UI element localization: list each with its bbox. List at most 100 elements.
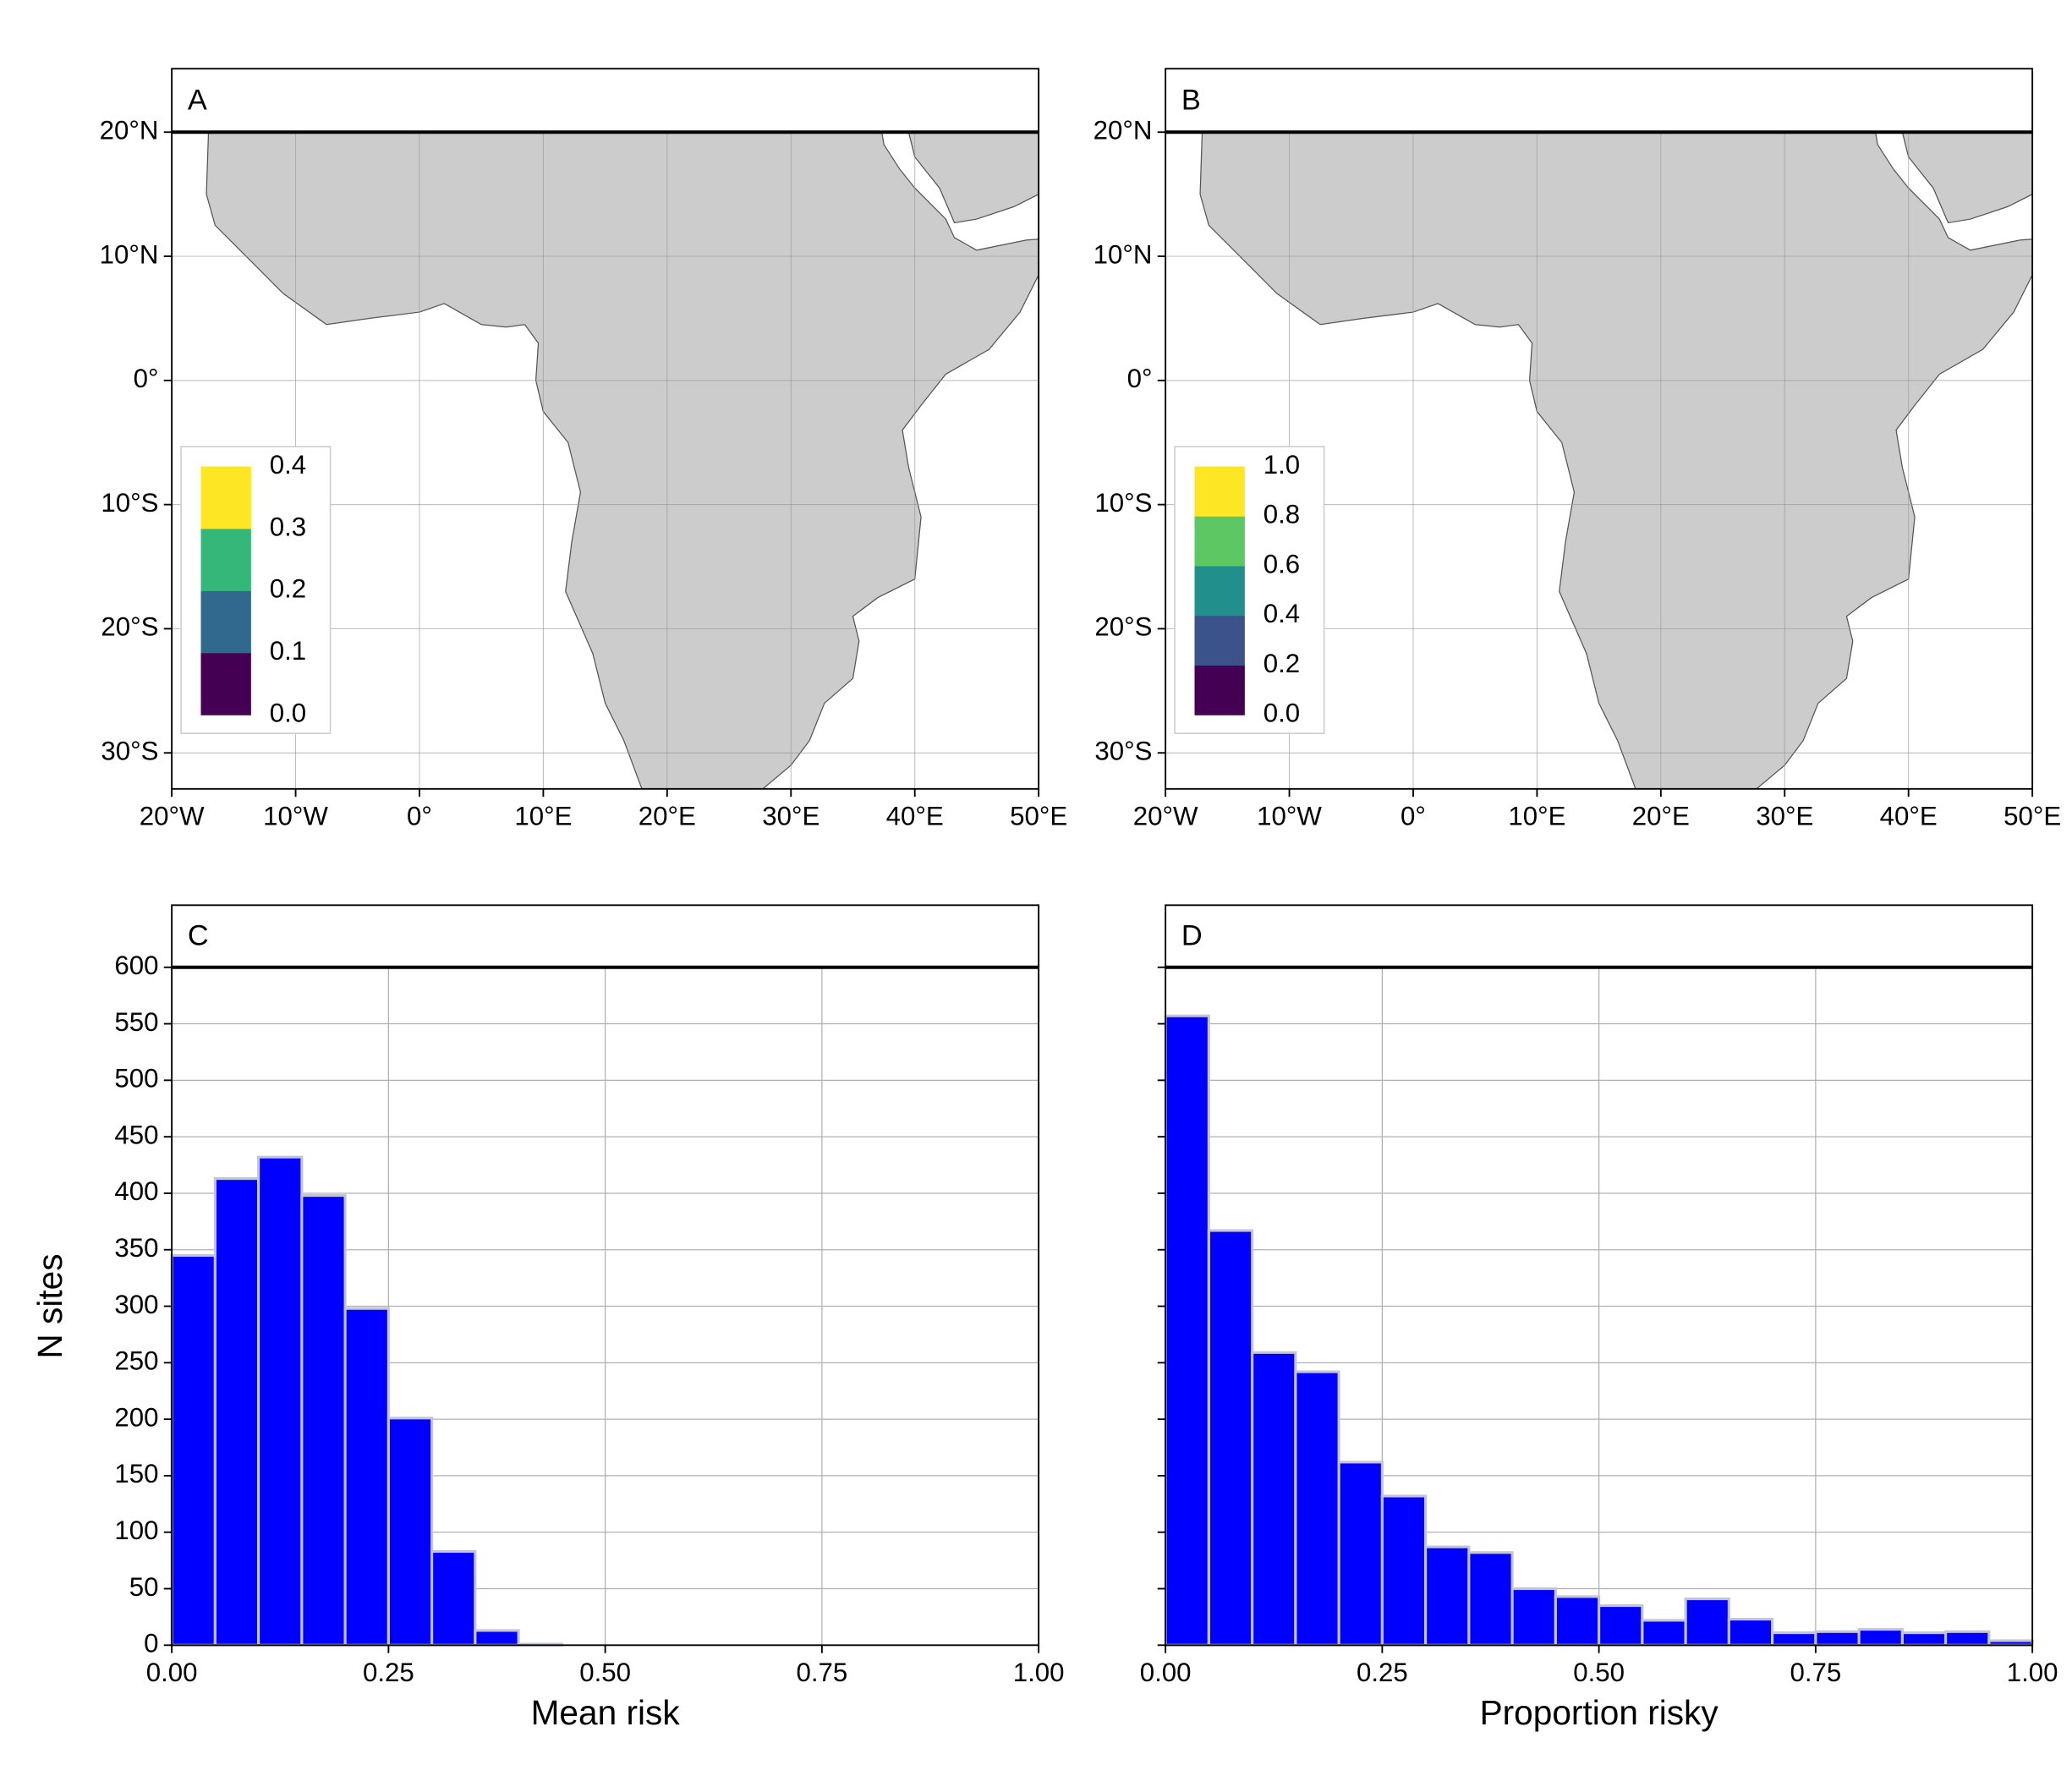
x-tick-label: 50°E (2003, 801, 2061, 830)
legend-key (200, 466, 251, 529)
bar (1251, 1351, 1297, 1647)
legend-key (1194, 516, 1245, 567)
legend-label: 0.0 (1263, 699, 1300, 728)
y-tick-label: 500 (114, 1064, 158, 1094)
bar (170, 1253, 217, 1647)
x-tick-label: 30°E (762, 801, 819, 830)
map-layer (1165, 132, 2033, 789)
bar (1944, 1630, 1991, 1647)
bar (1727, 1618, 1774, 1647)
legend-label: 0.4 (270, 450, 306, 480)
x-tick-label: 0° (1401, 801, 1426, 830)
x-tick-label: 10°W (1257, 801, 1322, 830)
y-tick-label: 400 (114, 1176, 158, 1206)
bar (1771, 1631, 1817, 1647)
y-axis-title: N sites (30, 1253, 69, 1358)
bar (386, 1417, 434, 1647)
y-tick-label: 20°N (1094, 116, 1153, 145)
y-tick-label: 0 (144, 1629, 158, 1658)
legend-label: 0.2 (270, 574, 306, 604)
y-tick-label: 100 (114, 1516, 158, 1545)
y-tick-label: 450 (114, 1120, 158, 1149)
legend-label: 0.2 (1263, 649, 1300, 678)
legend-label: 0.0 (270, 699, 306, 728)
bar (1684, 1597, 1730, 1647)
bar (1207, 1229, 1254, 1647)
x-tick-label: 20°W (140, 801, 205, 830)
legend-key (1194, 665, 1245, 715)
x-tick-label: 50°E (1010, 801, 1067, 830)
bar (1554, 1595, 1601, 1647)
legend-key (200, 529, 251, 591)
y-tick-label: 200 (114, 1402, 158, 1432)
strip (1165, 68, 2034, 134)
bar (1164, 1014, 1210, 1647)
y-tick-label: 0° (134, 364, 159, 393)
x-tick-label: 0.75 (1790, 1658, 1841, 1687)
bar (1467, 1551, 1514, 1647)
legend-label: 0.6 (1263, 549, 1300, 578)
bar (1857, 1628, 1904, 1647)
x-tick-label: 1.00 (2007, 1658, 2058, 1687)
y-tick-label: 10°N (100, 239, 159, 269)
panel-label: B (1181, 84, 1201, 116)
x-tick-label: 0.50 (579, 1658, 631, 1687)
y-tick-label: 10°N (1094, 239, 1153, 269)
panel-label: A (188, 84, 207, 116)
x-tick-label: 30°E (1756, 801, 1813, 830)
y-tick-label: 250 (114, 1346, 158, 1376)
land (1901, 132, 2033, 224)
x-tick-label: 0.25 (363, 1658, 414, 1687)
y-tick-label: 20°N (100, 116, 159, 145)
y-tick-label: 600 (114, 951, 158, 980)
bar (257, 1155, 304, 1647)
legend-label: 1.0 (1263, 450, 1300, 480)
x-tick-label: 1.00 (1013, 1658, 1065, 1687)
y-tick-label: 20°S (101, 612, 158, 642)
strip (1165, 904, 2034, 968)
bar (1598, 1603, 1644, 1647)
x-tick-label: 20°E (639, 801, 696, 830)
bar (1380, 1494, 1428, 1647)
x-tick-label: 0.50 (1573, 1658, 1625, 1687)
y-tick-label: 550 (114, 1007, 158, 1037)
y-tick-label: 350 (114, 1233, 158, 1263)
legend-label: 0.8 (1263, 500, 1300, 529)
x-tick-label: 20°W (1133, 801, 1198, 830)
legend-key (200, 590, 251, 654)
x-tick-label: 10°W (263, 801, 328, 830)
bar (1294, 1370, 1340, 1647)
legend-label: 0.3 (270, 512, 306, 541)
y-tick-label: 300 (114, 1290, 158, 1319)
bar (474, 1629, 520, 1647)
legend-label: 0.1 (270, 636, 306, 666)
x-tick-label: 40°E (1880, 801, 1938, 830)
bar (430, 1549, 477, 1647)
bar (213, 1177, 260, 1647)
bar (1510, 1587, 1557, 1647)
x-tick-label: 0.00 (1140, 1658, 1192, 1687)
legend-key (1194, 466, 1245, 517)
y-tick-label: 10°S (101, 488, 158, 518)
bar (1900, 1631, 1948, 1647)
legend-key (200, 652, 251, 715)
x-tick-label: 10°E (1508, 801, 1565, 830)
panel-label: D (1181, 920, 1203, 952)
x-axis-title: Mean risk (531, 1693, 681, 1732)
land (1199, 132, 2033, 789)
x-tick-label: 0.00 (146, 1658, 198, 1687)
legend-label: 0.4 (1263, 599, 1300, 628)
bar (1814, 1630, 1861, 1647)
strip (171, 904, 1040, 968)
x-axis-title: Proportion risky (1480, 1693, 1719, 1732)
bar (300, 1194, 347, 1647)
y-tick-label: 30°S (1094, 736, 1152, 765)
y-tick-label: 30°S (101, 736, 158, 765)
y-tick-label: 150 (114, 1459, 158, 1488)
x-tick-label: 10°E (514, 801, 572, 830)
bar (1424, 1545, 1471, 1647)
y-tick-label: 50 (129, 1572, 159, 1602)
y-tick-label: 20°S (1094, 612, 1152, 642)
